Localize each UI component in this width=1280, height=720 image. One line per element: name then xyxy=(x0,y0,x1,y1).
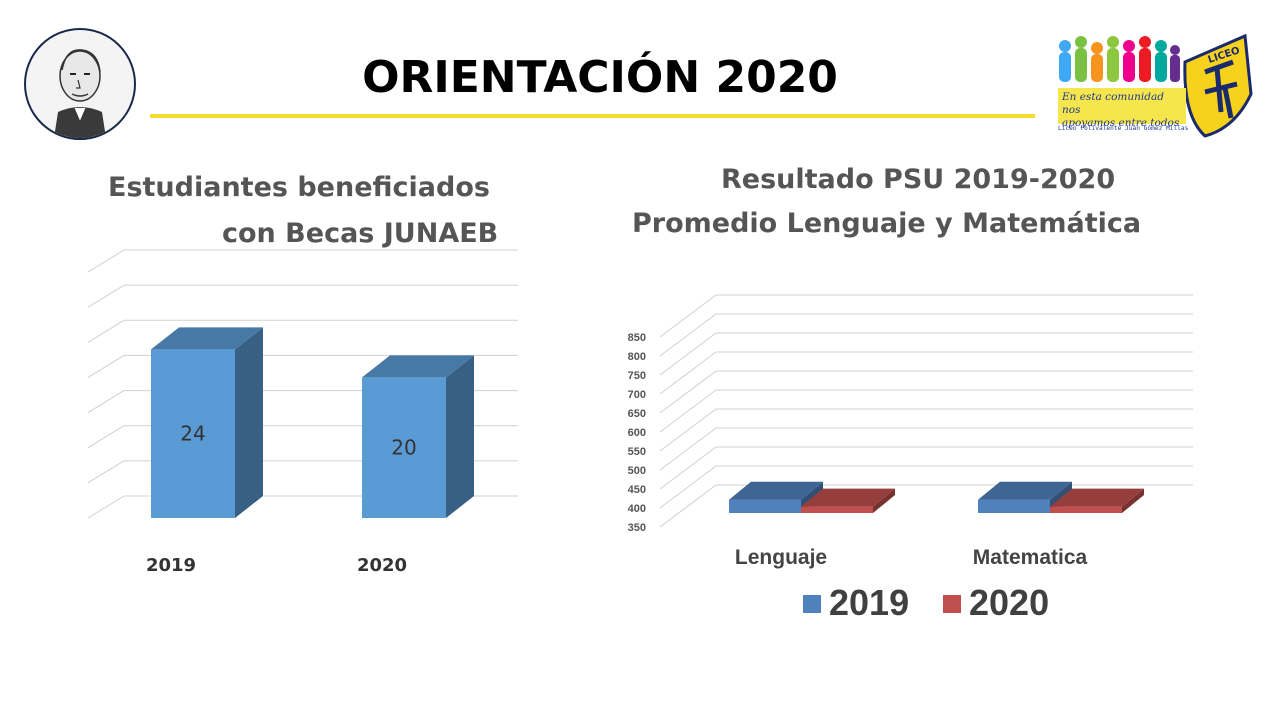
grid-line xyxy=(87,319,125,343)
y-tick-label: 650 xyxy=(628,408,646,420)
grid-line xyxy=(87,460,125,484)
grid-line xyxy=(87,425,125,449)
legend-label: 2019 xyxy=(829,582,909,623)
grid-line xyxy=(659,427,717,471)
left-chart-title-line1: Estudiantes beneficiados xyxy=(108,172,490,203)
school-logo xyxy=(1055,32,1255,138)
x-tick-label: Matematica xyxy=(973,546,1088,569)
portrait-drawing xyxy=(54,49,106,138)
grid-line xyxy=(659,313,717,357)
school-shield-icon xyxy=(1183,33,1253,138)
bar-Lenguaje-2019-top xyxy=(729,481,823,500)
bar-2019 xyxy=(151,327,263,518)
grid-line xyxy=(659,389,717,433)
bar-2020-top xyxy=(362,355,474,378)
page-title: ORIENTACIÓN 2020 xyxy=(362,52,838,103)
right-chart-title-line2: Promedio Lenguaje y Matemática xyxy=(632,208,1142,239)
grid-line xyxy=(659,351,717,395)
right-chart-title-line1: Resultado PSU 2019-2020 xyxy=(721,164,1116,195)
grid-line xyxy=(659,484,717,528)
grid-line xyxy=(87,284,125,308)
legend-swatch xyxy=(943,595,961,613)
logo-caption: Liceo Polivalente Juan Gómez Millas xyxy=(1058,125,1189,132)
x-tick-label: Lenguaje xyxy=(735,546,827,569)
y-tick-label: 450 xyxy=(628,484,646,496)
logo-motto: En esta comunidad nos apoyamos entre tod… xyxy=(1058,88,1186,129)
bar-2020 xyxy=(362,355,474,518)
grid-line xyxy=(659,332,717,376)
bar-Matematica-2020-front xyxy=(1050,506,1122,513)
y-tick-label: 850 xyxy=(628,332,646,344)
school-logo-graphic xyxy=(1059,33,1253,138)
grid-line xyxy=(659,446,717,490)
bar-2019-top xyxy=(151,327,263,350)
portrait-logo xyxy=(24,28,136,140)
bar-Lenguaje-2019-front xyxy=(729,499,801,513)
y-tick-label: 700 xyxy=(628,389,646,401)
grid-line xyxy=(659,370,717,414)
logo-motto-line2: apoyamos entre todos xyxy=(1062,117,1180,129)
bar-Lenguaje-2020 xyxy=(801,488,895,513)
left-chart-title-line2: con Becas JUNAEB xyxy=(222,218,499,249)
y-tick-label: 600 xyxy=(628,427,646,439)
x-tick-label: 2020 xyxy=(357,555,407,576)
bar-2019-side xyxy=(235,327,263,518)
bar-Lenguaje-2020-top xyxy=(801,488,895,507)
grid-line xyxy=(659,294,717,338)
title-underline xyxy=(150,114,1035,118)
y-tick-label: 500 xyxy=(628,465,646,477)
grid-line xyxy=(87,390,125,413)
data-label: 20 xyxy=(391,436,416,460)
grid-line xyxy=(659,408,717,452)
bar-Lenguaje-2020-side xyxy=(873,488,895,513)
y-tick-label: 400 xyxy=(628,503,646,515)
bar-Matematica-2020 xyxy=(1050,488,1144,513)
legend-label: 2020 xyxy=(969,582,1049,623)
bar-Matematica-2020-top xyxy=(1050,488,1144,507)
psu-bar-chart: 350 400 450 500 550 600 650 700 750 800 850 Lenguaj… xyxy=(628,294,1193,623)
grid-line xyxy=(659,465,717,509)
x-tick-label: 2019 xyxy=(146,555,196,576)
grid-line xyxy=(87,495,125,519)
bar-Matematica-2019-front xyxy=(978,499,1050,513)
y-tick-label: 800 xyxy=(628,351,646,363)
grid-line xyxy=(87,249,125,273)
legend-swatch xyxy=(803,595,821,613)
y-tick-label: 550 xyxy=(628,446,646,458)
bar-Lenguaje-2020-front xyxy=(801,506,873,513)
grid-line xyxy=(87,355,125,378)
bar-Matematica-2020-side xyxy=(1122,488,1144,513)
bar-2020-side xyxy=(446,355,474,518)
bar-Matematica-2019-top xyxy=(978,481,1072,500)
bar-2019-front xyxy=(151,349,235,518)
data-label: 24 xyxy=(180,422,205,446)
community-figures-icon xyxy=(1059,36,1180,82)
y-tick-label: 750 xyxy=(628,370,646,382)
bar-2020-front xyxy=(362,377,446,518)
y-tick-label: 350 xyxy=(628,522,646,534)
logo-motto-line1: En esta comunidad nos xyxy=(1062,91,1164,116)
